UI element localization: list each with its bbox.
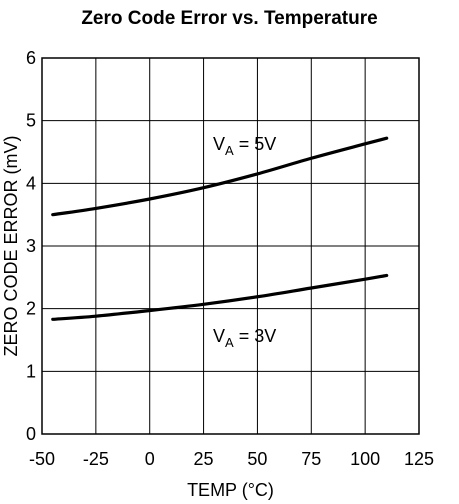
- series-label-va-3v: VA = 3V: [213, 326, 276, 350]
- y-tick-label: 0: [26, 424, 36, 444]
- series-line-va-3v: [51, 273, 389, 321]
- x-tick-label: 75: [301, 449, 321, 469]
- y-tick-label: 3: [26, 236, 36, 256]
- plot-frame: [41, 57, 420, 435]
- chart-title: Zero Code Error vs. Temperature: [81, 8, 378, 29]
- series-lines: [51, 136, 389, 321]
- x-tick-label: -25: [83, 449, 109, 469]
- x-axis-label: TEMP (°C): [187, 480, 274, 500]
- y-tick-label: 6: [26, 48, 36, 68]
- x-tick-label: 50: [247, 449, 267, 469]
- tick-labels: -50 -25 0 25 50 75 100 125 0 1 2 3 4 5 6: [26, 48, 434, 469]
- x-tick-label: 0: [145, 449, 155, 469]
- x-tick-label: 25: [194, 449, 214, 469]
- y-tick-label: 1: [26, 361, 36, 381]
- series-labels: VA = 5V VA = 3V: [213, 134, 276, 350]
- y-axis-label: ZERO CODE ERROR (mV): [1, 135, 21, 356]
- x-tick-label: -50: [29, 449, 55, 469]
- grid-lines: [41, 57, 420, 435]
- y-tick-label: 2: [26, 299, 36, 319]
- series-label-va-5v: VA = 5V: [213, 134, 276, 158]
- series-line-va-5v: [51, 136, 389, 217]
- x-tick-label: 125: [404, 449, 434, 469]
- x-tick-label: 100: [350, 449, 380, 469]
- y-tick-label: 4: [26, 173, 36, 193]
- y-tick-label: 5: [26, 111, 36, 131]
